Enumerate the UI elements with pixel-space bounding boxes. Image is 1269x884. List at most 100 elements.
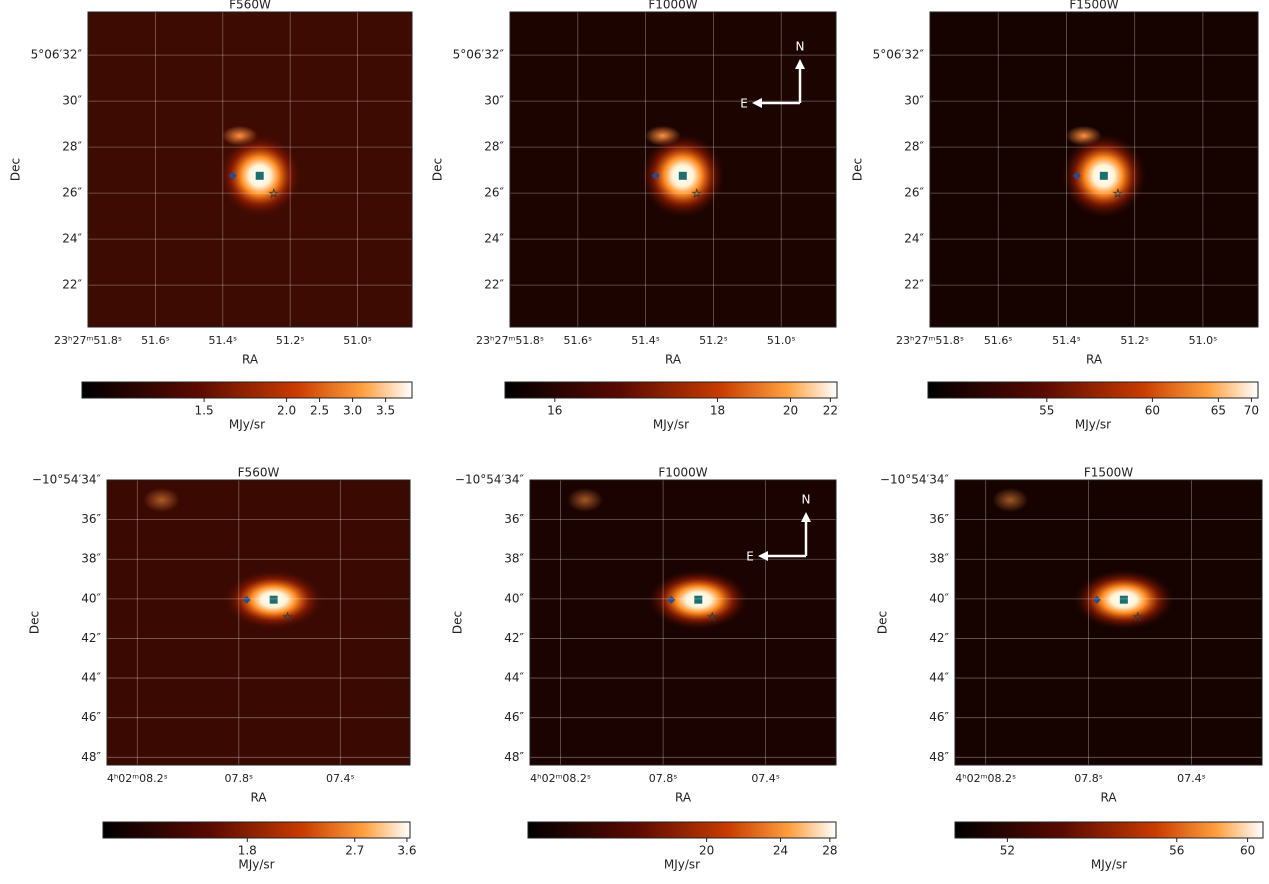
y-axis-label: Dec [851,158,865,181]
frame [929,11,1259,328]
x-tick-label: 07.8ˢ [649,772,678,785]
colorbar-tick-label: 20 [699,844,714,858]
marker-square [694,595,703,604]
marker-star: ☆ [268,186,279,200]
colorbar-tick-label: 18 [710,404,725,418]
colorbar-tick-label: 2.0 [277,404,296,418]
y-tick-label: 44″ [81,671,101,685]
colorbar-label: MJy/sr [229,418,265,432]
marker-diamond [667,595,676,604]
colorbar [81,381,413,399]
y-tick-label: 38″ [929,552,949,566]
marker-diamond [651,171,660,180]
x-tick-label: 23ʰ27ᵐ51.8ˢ [476,334,544,347]
colorbar-tick-label: 16 [547,404,562,418]
colorbar-label: MJy/sr [238,858,274,872]
y-tick-label: 40″ [504,591,524,605]
x-tick-label: 51.6ˢ [564,334,593,347]
colorbar-tick-label: 22 [823,404,838,418]
y-tick-label: 5°06′32″ [873,48,925,62]
colorbar-label: MJy/sr [653,418,689,432]
y-axis-label: Dec [9,158,23,181]
marker-diamond [228,171,237,180]
y-tick-label: 26″ [904,186,924,200]
y-tick-label: 48″ [81,750,101,764]
y-tick-label: 46″ [929,710,949,724]
extended-source [992,487,1029,512]
x-tick-label: 4ʰ02ᵐ08.2ˢ [107,772,168,785]
x-axis-label: RA [665,353,682,367]
y-tick-label: 40″ [929,591,949,605]
x-tick-label: 51.6ˢ [141,334,170,347]
y-axis-label: Dec [431,158,445,181]
y-tick-label: 46″ [81,710,101,724]
x-tick-label: 51.2ˢ [699,334,728,347]
x-tick-label: 51.2ˢ [276,334,305,347]
y-tick-label: 38″ [81,552,101,566]
y-tick-label: 26″ [484,186,504,200]
colorbar-tick-label: 60 [1240,844,1255,858]
y-tick-label: −10°54′34″ [455,473,525,487]
panel-title: F1000W [648,0,697,12]
x-tick-label: 51.0ˢ [343,334,372,347]
colorbar-tick-label: 3.6 [397,844,416,858]
marker-square [269,595,278,604]
colorbar-tick-label: 52 [1000,844,1015,858]
marker-star: ☆ [691,186,702,200]
marker-diamond [242,595,251,604]
marker-star: ☆ [707,610,718,624]
panel: ☆ 5°06′32″ 30″ 28″ 26″ 24″ 22″ 23ʰ27ᵐ51.8ˢ 51.6ˢ… [431,0,839,432]
colorbar-tick-label: 60 [1145,404,1160,418]
marker-star: ☆ [282,610,293,624]
marker-square [678,171,687,180]
panel-title: F1500W [1084,466,1133,480]
y-tick-label: 48″ [504,750,524,764]
x-tick-label: 4ʰ02ᵐ08.2ˢ [955,772,1016,785]
x-tick-label: 07.8ˢ [1074,772,1103,785]
frame [954,479,1263,766]
x-tick-label: 51.6ˢ [984,334,1013,347]
colorbar-tick-label: 28 [822,844,837,858]
y-tick-label: 28″ [484,140,504,154]
compass-east: E [740,97,748,111]
panel: ☆ −10°54′34″ 36″ 38″ 40″ 42″ 44″ 46″ 48″ 4ʰ02ᵐ08.… [451,466,838,872]
y-tick-label: 24″ [484,232,504,246]
colorbar-tick-label: 3.5 [376,404,395,418]
marker-star: ☆ [1132,610,1143,624]
y-tick-label: 30″ [62,94,82,108]
y-tick-label: 22″ [62,278,82,292]
y-tick-label: 24″ [904,232,924,246]
compass-north: N [802,493,811,507]
x-axis-label: RA [1086,353,1103,367]
panel: ☆ −10°54′34″ 36″ 38″ 40″ 42″ 44″ 46″ 48″ 4ʰ02ᵐ08.… [876,466,1264,872]
x-tick-label: 51.0ˢ [767,334,796,347]
x-axis-label: RA [242,353,259,367]
colorbar-label: MJy/sr [1075,418,1111,432]
y-tick-label: 36″ [81,512,101,526]
panel-title: F560W [229,0,271,12]
colorbar-tick-label: 3.0 [343,404,362,418]
y-tick-label: 24″ [62,232,82,246]
y-tick-label: 42″ [504,631,524,645]
y-tick-label: 40″ [81,591,101,605]
compass-east: E [746,550,754,564]
x-axis-label: RA [1100,791,1117,805]
frame [509,11,837,328]
x-tick-label: 23ʰ27ᵐ51.8ˢ [896,334,964,347]
compass-head [752,98,762,108]
y-tick-label: 44″ [504,671,524,685]
compass-head [801,512,811,522]
compass-head [758,551,768,561]
colorbar [102,821,411,839]
x-axis-label: RA [675,791,692,805]
colorbar-tick-label: 55 [1039,404,1054,418]
colorbar [504,381,838,399]
compass-head [795,59,805,69]
colorbar-tick-label: 2.7 [345,844,364,858]
frame [87,11,413,328]
panel-title: F560W [238,466,280,480]
x-tick-label: 51.0ˢ [1189,334,1218,347]
y-tick-label: 36″ [929,512,949,526]
y-tick-label: 42″ [929,631,949,645]
